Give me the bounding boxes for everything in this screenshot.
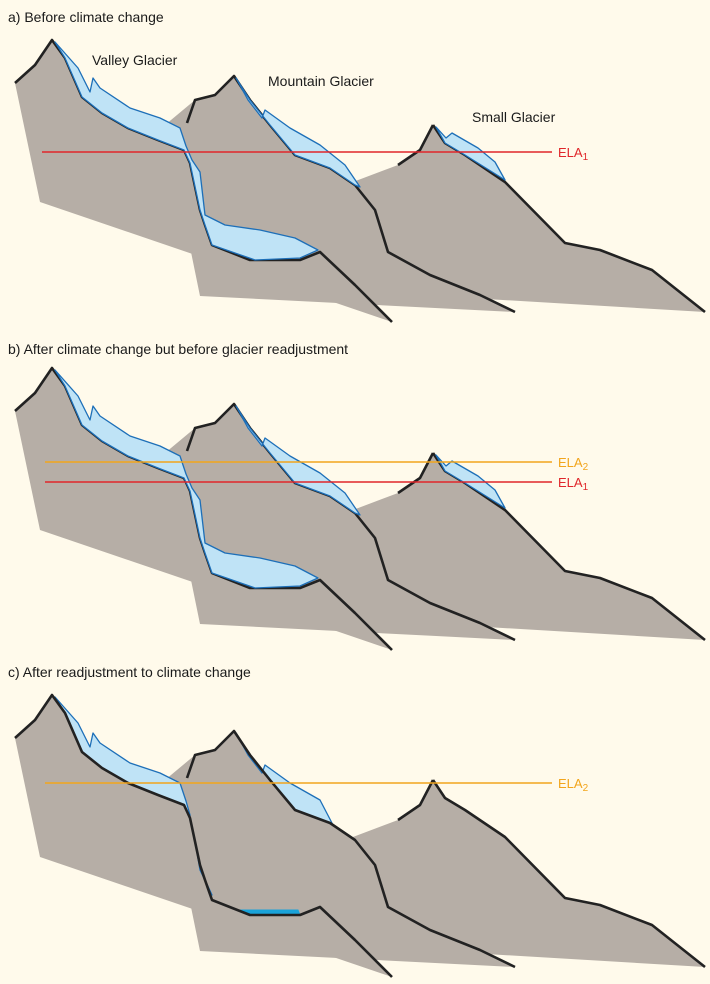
small-glacier-mountain <box>345 125 705 312</box>
panel-a: a) Before climate change ELA1 Valley Gla… <box>8 9 706 323</box>
valley-glacier-label: Valley Glacier <box>92 52 178 68</box>
valley-glacier-ice <box>54 369 319 589</box>
valley-glacier-mountain <box>15 40 392 322</box>
valley-glacier-mountain <box>15 368 392 650</box>
small-ridge-right <box>431 779 706 969</box>
mountain-glacier-ice <box>235 77 361 188</box>
panel-a-title: a) Before climate change <box>8 9 164 25</box>
valley-ridge <box>14 693 393 978</box>
valley-glacier-ice <box>54 41 319 261</box>
small-glacier-label: Small Glacier <box>472 109 556 125</box>
mountain-glacier-mountain <box>165 731 515 967</box>
panel-b: b) After climate change but before glaci… <box>8 341 706 651</box>
small-ridge-left <box>397 124 435 167</box>
ela1-label: ELA1 <box>558 475 589 493</box>
panel-c-title: c) After readjustment to climate change <box>8 664 251 680</box>
small-glacier-mountain <box>345 453 705 640</box>
mountain-ridge <box>185 729 516 969</box>
mountain-glacier-ice <box>235 405 361 516</box>
ela2-label: ELA2 <box>558 455 589 473</box>
small-glacier-mountain <box>345 780 705 967</box>
ela2-label: ELA2 <box>558 776 589 794</box>
panel-b-title: b) After climate change but before glaci… <box>8 341 348 357</box>
small-glacier-ice <box>435 126 506 181</box>
panel-c: c) After readjustment to climate change … <box>8 664 706 978</box>
ela1-label: ELA1 <box>558 145 589 163</box>
mountain-glacier-label: Mountain Glacier <box>268 73 374 89</box>
small-ridge-left <box>397 779 435 822</box>
valley-glacier-mountain <box>15 695 392 977</box>
